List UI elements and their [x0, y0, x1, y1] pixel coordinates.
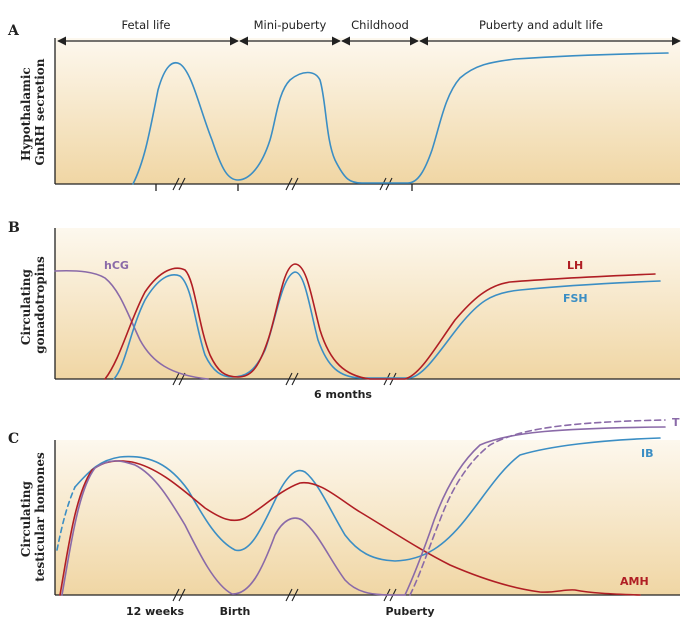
- curve-ib: [74, 437, 661, 562]
- panel-c-xlabel-12-weeks: 12 weeks: [126, 605, 185, 618]
- curve-gnrh: [132, 52, 669, 185]
- panel-b-ylabel-line2: gonadotropins: [33, 256, 47, 354]
- panel-c-ylabel-line2: testicular homones: [33, 452, 47, 582]
- panel-b-axis-break-2: [285, 372, 299, 386]
- label-hcg: hCG: [104, 259, 129, 272]
- phase-label-puberty-adult: Puberty and adult life: [479, 18, 603, 32]
- label-amh: AMH: [620, 575, 649, 588]
- panel-a-axis-break-1: [172, 177, 186, 191]
- panel-b-ylabel-line1: Circulating: [19, 268, 33, 345]
- panel-c-axis-break-1: [172, 588, 186, 602]
- curve-t: [61, 426, 666, 596]
- curve-hcg: [54, 269, 209, 380]
- phase-label-childhood: Childhood: [351, 18, 409, 32]
- panel-b-background: [55, 228, 680, 379]
- panel-c-ylabel: Circulating testicular homones: [19, 452, 47, 582]
- label-lh: LH: [567, 259, 583, 272]
- panel-a-axis-break-2: [285, 177, 299, 191]
- panel-a: A Hypothalamic GnRH secretion Fetal life…: [7, 18, 681, 191]
- label-fsh: FSH: [563, 292, 588, 305]
- panel-a-ylabel-line2: GnRH secretion: [33, 58, 47, 165]
- curve-lh: [104, 263, 656, 380]
- panel-c-xlabel-puberty: Puberty: [385, 605, 434, 618]
- panel-a-letter: A: [7, 23, 20, 39]
- panel-c-letter: C: [8, 431, 19, 447]
- panel-b-ylabel: Circulating gonadotropins: [19, 256, 47, 354]
- panel-b-letter: B: [8, 220, 20, 236]
- panel-a-ylabel: Hypothalamic GnRH secretion: [19, 58, 47, 165]
- curve-fsh: [113, 271, 661, 380]
- panel-a-ylabel-line1: Hypothalamic: [19, 67, 33, 161]
- panel-b: B Circulating gonadotropins hCG LH FSH 6…: [8, 220, 680, 401]
- curve-t-dashed: [409, 419, 666, 596]
- phase-label-mini-puberty: Mini-puberty: [254, 18, 327, 32]
- label-t: T: [672, 416, 680, 429]
- panel-a-axis-break-3: [379, 177, 393, 191]
- panel-c-background: [55, 440, 680, 595]
- panel-c-xlabel-birth: Birth: [220, 605, 251, 618]
- panel-a-background: [55, 38, 680, 184]
- panel-b-xlabel-6-months: 6 months: [314, 388, 372, 401]
- panel-c-axis-break-2: [285, 588, 299, 602]
- panel-c-ylabel-line1: Circulating: [19, 480, 33, 557]
- label-ib: IB: [641, 447, 653, 460]
- phase-label-fetal-life: Fetal life: [122, 18, 171, 32]
- panel-c: C Circulating testicular homones T IB AM…: [8, 416, 680, 618]
